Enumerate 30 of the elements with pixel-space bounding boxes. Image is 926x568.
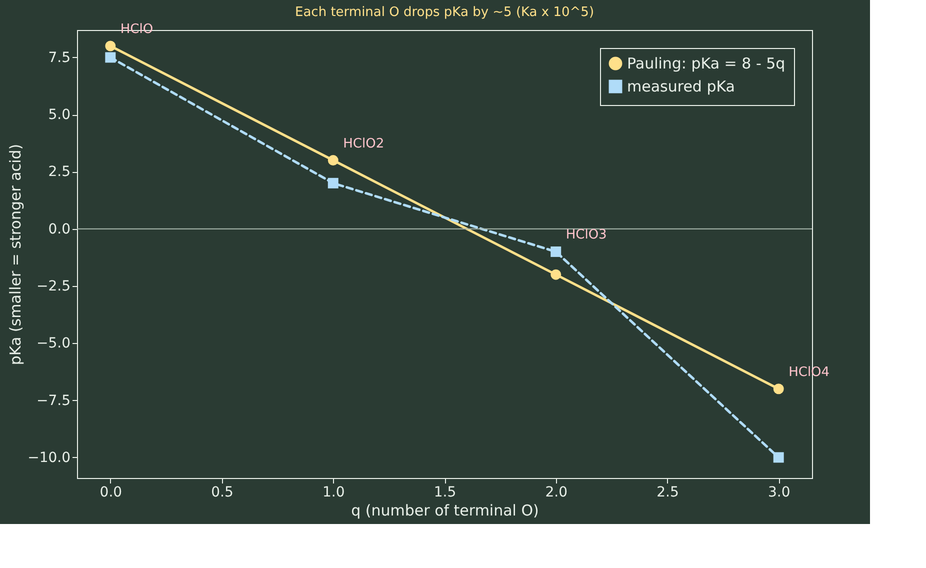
point <box>105 40 116 52</box>
y-axis-title: pKa (smaller = stronger acid) <box>6 144 25 366</box>
x-tick-label: 1.5 <box>434 484 456 500</box>
y-tick-label: 2.5 <box>48 164 70 180</box>
y-tick-label: 0.0 <box>48 221 70 238</box>
point <box>773 452 784 463</box>
y-tick-label: 5.0 <box>48 107 70 124</box>
x-tick-label: 1.0 <box>322 484 345 500</box>
point <box>328 178 338 188</box>
x-tick-label: 0.0 <box>100 484 122 500</box>
legend-label: measured pKa <box>627 78 735 96</box>
annotation: HClO2 <box>343 136 384 152</box>
x-tick-label: 2.5 <box>656 484 679 500</box>
point <box>328 155 338 166</box>
chart-title: Each terminal O drops pKa by ~5 (Ka x 10^5) <box>294 5 594 20</box>
x-tick-label: 0.5 <box>211 484 234 500</box>
x-tick-label: 3.0 <box>768 484 790 500</box>
y-tick-label: −2.5 <box>36 278 70 294</box>
point <box>550 246 562 257</box>
y-tick-label: −7.5 <box>36 392 70 409</box>
point <box>773 384 784 394</box>
point <box>105 52 116 63</box>
y-tick-label: 7.5 <box>48 50 70 66</box>
y-tick-label: −5.0 <box>36 336 70 352</box>
x-tick-label: 2.0 <box>545 484 568 500</box>
x-axis-title: q (number of terminal O) <box>351 502 539 520</box>
annotation: HClO3 <box>566 228 607 243</box>
point <box>550 269 562 280</box>
legend-label: Pauling: pKa = 8 - 5q <box>627 54 786 72</box>
y-tick-label: −10.0 <box>28 450 70 466</box>
